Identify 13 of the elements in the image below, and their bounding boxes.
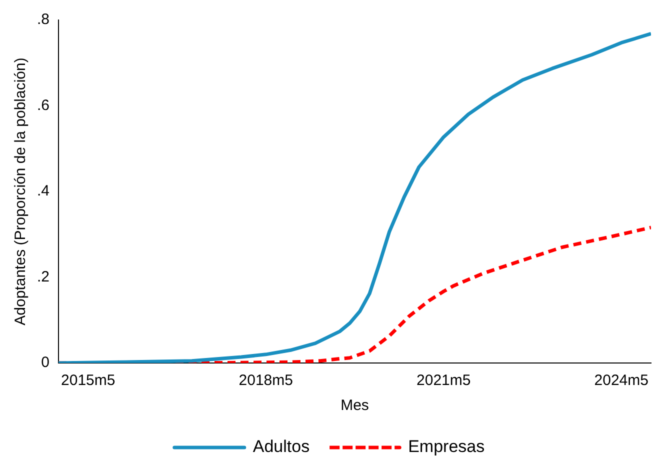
x-axis-title: Mes: [340, 397, 369, 414]
legend-label: Empresas: [408, 437, 485, 456]
x-tick-label: 2021m5: [416, 372, 471, 390]
y-tick-label: .4: [36, 182, 50, 200]
y-tick-label: 0: [41, 354, 50, 372]
legend-label: Adultos: [252, 437, 310, 456]
y-axis-title: Adoptantes (Proporción de la población): [12, 58, 30, 326]
x-tick-label: 2024m5: [594, 372, 648, 390]
y-tick-label: .6: [36, 96, 50, 114]
y-tick-label: .2: [36, 268, 50, 286]
y-tick-label: .8: [36, 11, 50, 28]
x-tick-label: 2015m5: [61, 372, 116, 390]
x-tick-label: 2018m5: [238, 372, 293, 390]
